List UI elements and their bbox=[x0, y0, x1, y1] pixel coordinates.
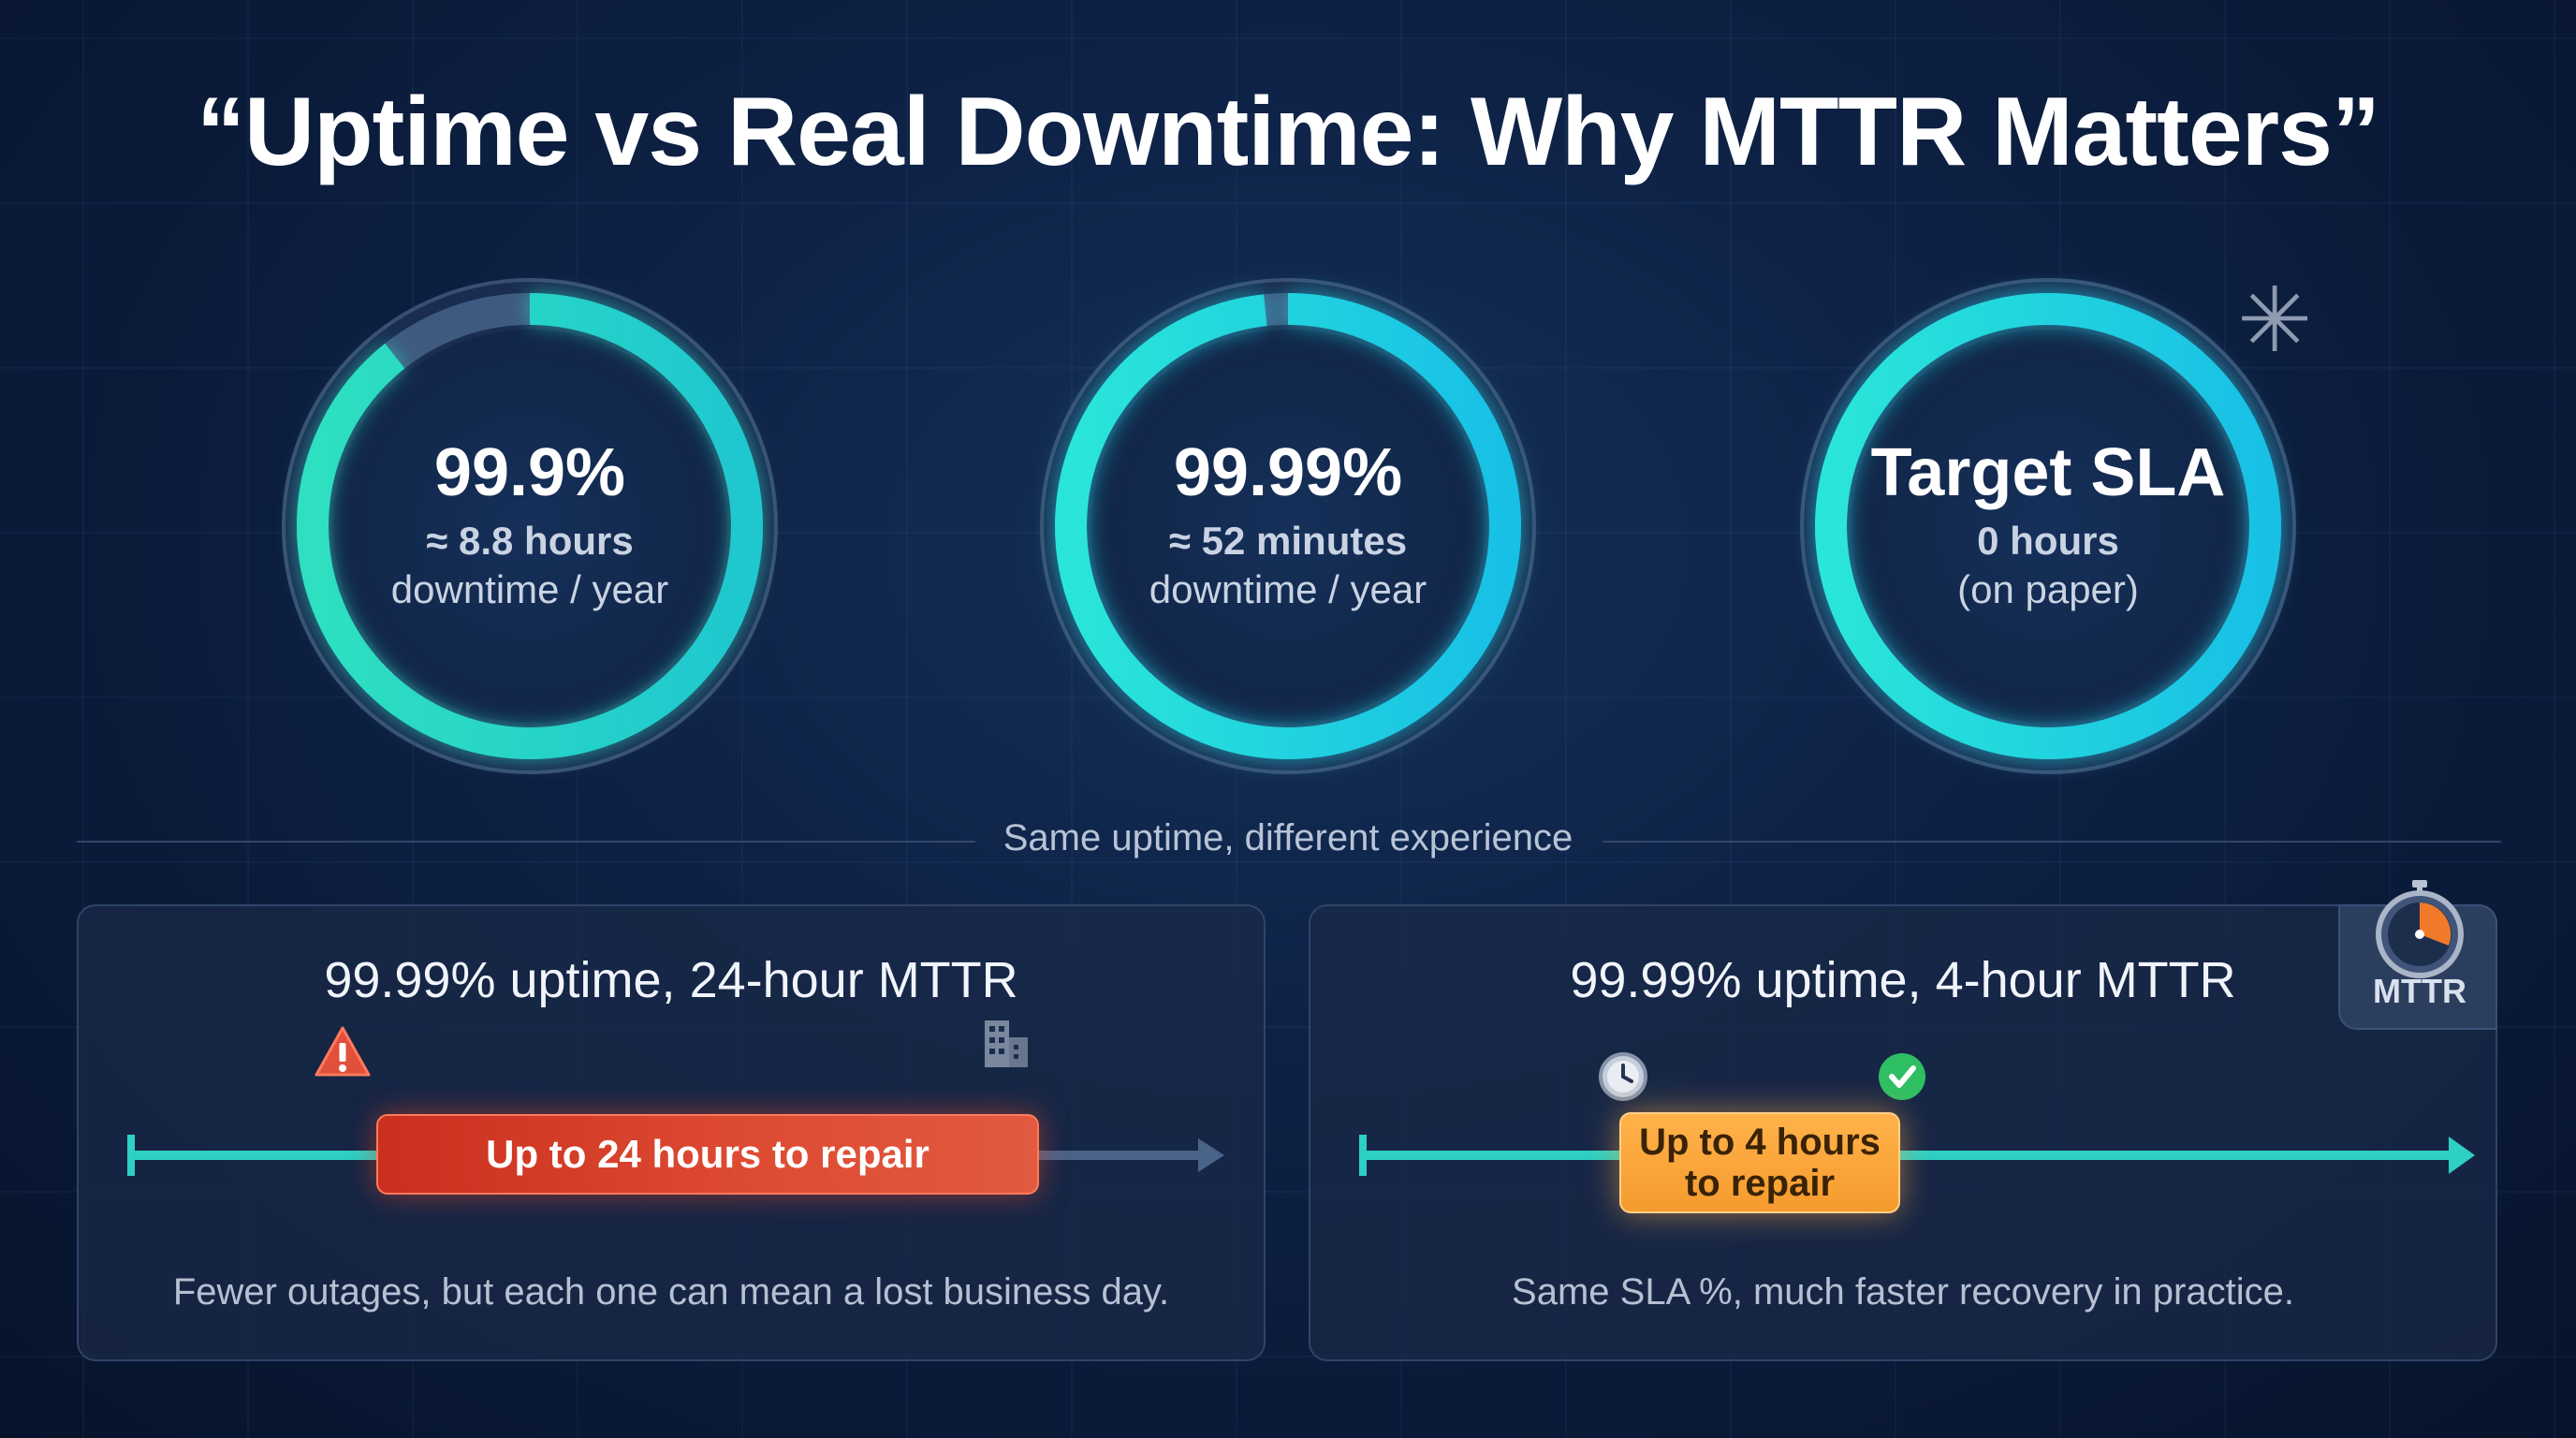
gauge-99-99: 99.99% ≈ 52 minutes downtime / year bbox=[1035, 273, 1541, 779]
gauge-value: 99.99% bbox=[1173, 434, 1403, 510]
gauge-value: 99.9% bbox=[433, 434, 626, 510]
gauge-fill-arc bbox=[297, 293, 763, 759]
gauge-ring bbox=[1800, 278, 2296, 774]
panel-caption: Same SLA %, much faster recovery in prac… bbox=[1512, 1271, 2294, 1313]
gauge-fill-arc bbox=[1055, 293, 1521, 759]
gauge-unit: downtime / year bbox=[390, 566, 669, 611]
mttr-badge: MTTR bbox=[2338, 880, 2497, 1030]
gauge-99-9: 99.9% ≈ 8.8 hours downtime / year bbox=[277, 273, 783, 779]
panel-title: 99.99% uptime, 24-hour MTTR bbox=[324, 952, 1018, 1008]
panel-title: 99.99% uptime, 4-hour MTTR bbox=[1570, 952, 2236, 1008]
timeline-arrow-icon bbox=[2449, 1137, 2475, 1174]
repair-label-line-2: to repair bbox=[1684, 1163, 1836, 1204]
gauge-label: Target SLA 0 hours (on paper) bbox=[1795, 273, 2301, 779]
page-title: “Uptime vs Real Downtime: Why MTTR Matte… bbox=[197, 78, 2380, 186]
gauge-downtime: ≈ 52 minutes bbox=[1168, 519, 1408, 564]
timeline bbox=[1359, 1052, 2475, 1176]
gauge-label: 99.9% ≈ 8.8 hours downtime / year bbox=[277, 273, 783, 779]
gauge-label: 99.99% ≈ 52 minutes downtime / year bbox=[1035, 273, 1541, 779]
warning-icon bbox=[315, 1026, 371, 1077]
office-building-icon bbox=[985, 1020, 1028, 1067]
gauge-unit: downtime / year bbox=[1149, 566, 1427, 611]
timeline bbox=[127, 1020, 1224, 1176]
gauge-ring bbox=[1040, 278, 1536, 774]
repair-window-bar: Up to 24 hours to repair bbox=[376, 1114, 1039, 1195]
timeline-arrow-icon bbox=[1198, 1138, 1224, 1172]
gauge-downtime: 0 hours bbox=[1977, 519, 2119, 564]
gauge-unit: (on paper) bbox=[1957, 566, 2139, 611]
panel-24-hour-mttr: 99.99% uptime, 24-hour MTTR Up to 24 hou… bbox=[77, 904, 1266, 1361]
gauge-ring bbox=[282, 278, 778, 774]
repair-label-line-1: Up to 4 hours bbox=[1639, 1122, 1881, 1163]
divider-line-right bbox=[1603, 841, 2501, 843]
divider-label: Same uptime, different experience bbox=[1003, 817, 1573, 858]
gauge-target-sla: Target SLA 0 hours (on paper) bbox=[1795, 273, 2301, 779]
panel-caption: Fewer outages, but each one can mean a l… bbox=[172, 1271, 1170, 1313]
panel-4-hour-mttr: 99.99% uptime, 4-hour MTTR Up to 4 hours… bbox=[1309, 880, 2497, 1361]
clock-icon bbox=[1599, 1052, 1647, 1101]
repair-window-bar: Up to 4 hours to repair bbox=[1619, 1112, 1900, 1213]
check-circle-icon bbox=[1879, 1053, 1925, 1100]
divider-line-left bbox=[77, 841, 975, 843]
asterisk-icon: ✳ bbox=[2237, 271, 2313, 371]
gauge-downtime: ≈ 8.8 hours bbox=[426, 519, 634, 564]
gauge-fill-arc bbox=[1815, 293, 2281, 759]
gauge-value: Target SLA bbox=[1870, 434, 2226, 510]
mttr-label: MTTR bbox=[2373, 972, 2466, 1010]
stopwatch-icon bbox=[2376, 880, 2464, 978]
